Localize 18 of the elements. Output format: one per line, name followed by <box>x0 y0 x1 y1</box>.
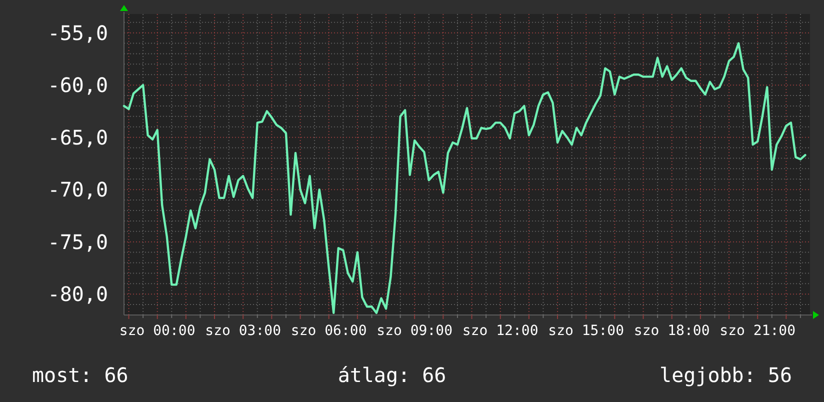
x-tick-label: szo 15:00 <box>548 323 624 339</box>
x-tick-label: szo 00:00 <box>119 323 196 339</box>
x-tick-label: szo 21:00 <box>720 323 796 339</box>
text: most: 66 <box>32 363 128 387</box>
line-series <box>122 42 806 314</box>
text: legjobb: 56 <box>660 363 792 387</box>
y-tick-label: -80,0 <box>48 282 108 306</box>
y-tick-label: -65,0 <box>48 125 108 150</box>
y-tick-label: -75,0 <box>48 230 108 254</box>
x-tick-label: szo 09:00 <box>376 323 453 339</box>
x-tick-label: szo 18:00 <box>634 323 710 339</box>
y-tick-label: -60,0 <box>48 73 108 98</box>
y-tick-label: -55,0 <box>48 20 108 45</box>
x-tick-label: szo 12:00 <box>462 323 538 339</box>
x-tick-label: szo 03:00 <box>205 323 282 339</box>
y-tick-label: -70,0 <box>48 178 108 202</box>
x-tick-label: szo 06:00 <box>290 323 367 339</box>
text: átlag: 66 <box>338 363 446 387</box>
